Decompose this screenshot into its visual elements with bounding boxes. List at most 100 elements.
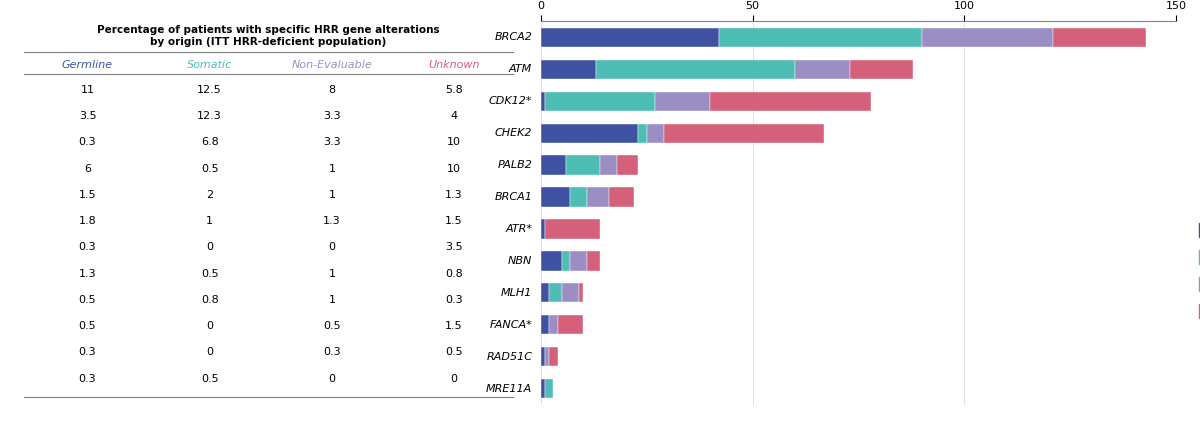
Text: 1: 1 bbox=[329, 295, 335, 305]
Bar bbox=[655, 92, 710, 111]
Bar bbox=[562, 251, 570, 271]
Bar bbox=[541, 219, 545, 239]
Bar bbox=[541, 379, 545, 398]
Bar bbox=[719, 28, 922, 47]
Text: 0.5: 0.5 bbox=[79, 321, 96, 331]
Text: 0.3: 0.3 bbox=[79, 348, 96, 357]
Text: Non-Evaluable: Non-Evaluable bbox=[292, 60, 372, 70]
Bar bbox=[664, 124, 824, 143]
Bar bbox=[850, 60, 913, 79]
Bar bbox=[545, 379, 553, 398]
Text: 12.5: 12.5 bbox=[197, 85, 222, 95]
Text: ATR*: ATR* bbox=[505, 224, 533, 234]
Text: 0.5: 0.5 bbox=[200, 269, 218, 279]
Text: 1.3: 1.3 bbox=[323, 216, 341, 226]
Text: 0: 0 bbox=[206, 348, 214, 357]
Text: 1: 1 bbox=[329, 269, 335, 279]
Text: 0.3: 0.3 bbox=[445, 295, 463, 305]
Bar bbox=[541, 124, 638, 143]
Text: 0: 0 bbox=[206, 321, 214, 331]
Text: Percentage of patients with specific HRR gene alterations
by origin (ITT HRR-def: Percentage of patients with specific HRR… bbox=[97, 25, 439, 47]
Bar bbox=[710, 92, 871, 111]
Text: 0.5: 0.5 bbox=[200, 164, 218, 174]
Bar bbox=[558, 315, 583, 334]
Text: MRE11A: MRE11A bbox=[486, 384, 533, 394]
Text: 1.3: 1.3 bbox=[445, 190, 463, 200]
Text: 12.3: 12.3 bbox=[197, 111, 222, 121]
Text: MLH1: MLH1 bbox=[500, 288, 533, 298]
Bar bbox=[647, 124, 664, 143]
Bar bbox=[578, 283, 583, 302]
Text: Germline: Germline bbox=[62, 60, 113, 70]
Bar bbox=[541, 347, 545, 366]
Bar bbox=[545, 219, 600, 239]
Bar bbox=[596, 60, 794, 79]
Bar bbox=[600, 155, 617, 175]
Bar bbox=[562, 283, 578, 302]
Bar bbox=[617, 155, 638, 175]
Bar bbox=[541, 251, 562, 271]
Bar bbox=[545, 92, 655, 111]
Text: 0: 0 bbox=[206, 242, 214, 253]
Text: RAD51C: RAD51C bbox=[486, 352, 533, 362]
Text: CDK12*: CDK12* bbox=[488, 96, 533, 106]
Text: 0.3: 0.3 bbox=[79, 138, 96, 147]
Text: 4: 4 bbox=[450, 111, 457, 121]
Bar bbox=[550, 347, 558, 366]
Text: 1.8: 1.8 bbox=[79, 216, 96, 226]
Text: BRCA1: BRCA1 bbox=[494, 192, 533, 202]
Bar bbox=[638, 124, 647, 143]
Text: 1.5: 1.5 bbox=[79, 190, 96, 200]
Text: 3.5: 3.5 bbox=[445, 242, 463, 253]
Text: CHEK2: CHEK2 bbox=[494, 128, 533, 138]
Bar bbox=[541, 155, 566, 175]
Text: NBN: NBN bbox=[508, 256, 533, 266]
Bar bbox=[545, 347, 550, 366]
Text: 0.3: 0.3 bbox=[79, 374, 96, 384]
Bar bbox=[541, 283, 550, 302]
Text: 3.5: 3.5 bbox=[79, 111, 96, 121]
Bar bbox=[570, 187, 587, 207]
Bar bbox=[541, 60, 596, 79]
Text: 0.8: 0.8 bbox=[200, 295, 218, 305]
Bar bbox=[541, 92, 545, 111]
Text: 11: 11 bbox=[80, 85, 95, 95]
Bar bbox=[541, 315, 550, 334]
Text: 0.3: 0.3 bbox=[79, 242, 96, 253]
Text: 0.3: 0.3 bbox=[323, 348, 341, 357]
Text: 1: 1 bbox=[206, 216, 214, 226]
Text: 1.3: 1.3 bbox=[79, 269, 96, 279]
Text: 2: 2 bbox=[206, 190, 214, 200]
Bar bbox=[566, 155, 600, 175]
Text: 0.5: 0.5 bbox=[323, 321, 341, 331]
Bar bbox=[587, 187, 608, 207]
Bar bbox=[550, 283, 562, 302]
Bar bbox=[922, 28, 1054, 47]
Text: 1.5: 1.5 bbox=[445, 321, 463, 331]
Bar bbox=[550, 315, 558, 334]
Text: 3.3: 3.3 bbox=[323, 111, 341, 121]
Text: 1: 1 bbox=[329, 190, 335, 200]
Text: 0.8: 0.8 bbox=[445, 269, 463, 279]
Text: 10: 10 bbox=[448, 164, 461, 174]
Text: BRCA2: BRCA2 bbox=[494, 32, 533, 42]
Legend: Germline, Somatic, Non-Evaluable, Unknown: Germline, Somatic, Non-Evaluable, Unknow… bbox=[1194, 219, 1200, 322]
Bar bbox=[541, 187, 570, 207]
Text: 0: 0 bbox=[450, 374, 457, 384]
Text: 0.5: 0.5 bbox=[445, 348, 463, 357]
Text: 10: 10 bbox=[448, 138, 461, 147]
Text: ATM: ATM bbox=[509, 64, 533, 74]
Bar bbox=[1054, 28, 1146, 47]
Text: 0.5: 0.5 bbox=[200, 374, 218, 384]
Text: Unknown: Unknown bbox=[428, 60, 480, 70]
Bar bbox=[608, 187, 634, 207]
Text: 1: 1 bbox=[329, 164, 335, 174]
Text: 8: 8 bbox=[329, 85, 336, 95]
Text: 5.8: 5.8 bbox=[445, 85, 463, 95]
Text: 6.8: 6.8 bbox=[200, 138, 218, 147]
Bar bbox=[587, 251, 600, 271]
Text: 6: 6 bbox=[84, 164, 91, 174]
Bar bbox=[541, 28, 719, 47]
Bar bbox=[794, 60, 850, 79]
Text: 3.3: 3.3 bbox=[323, 138, 341, 147]
